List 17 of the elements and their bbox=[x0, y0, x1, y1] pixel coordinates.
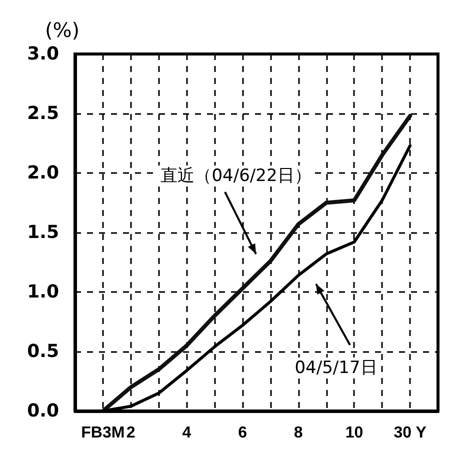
y-tick-label: 0.5 bbox=[27, 341, 59, 362]
x-tick-label: 30 Y bbox=[394, 424, 427, 442]
y-tick-label: 2.0 bbox=[27, 162, 59, 184]
x-tick-label: 10 bbox=[345, 424, 364, 442]
y-tick-label: 1.5 bbox=[27, 222, 59, 243]
x-tick-label: 6 bbox=[238, 424, 248, 442]
annotation: 直近（04/6/22日） bbox=[160, 166, 312, 186]
x-tick-label: 2 bbox=[126, 424, 136, 442]
y-tick-label: 3.0 bbox=[27, 44, 59, 64]
x-tick-label: 8 bbox=[294, 424, 303, 442]
y-tick-label: 2.5 bbox=[27, 103, 59, 124]
y-axis-title: (%) bbox=[45, 18, 80, 42]
y-tick-label: 1.0 bbox=[27, 282, 59, 302]
x-tick-label: FB3M bbox=[81, 424, 125, 442]
annotation: 04/5/17日 bbox=[294, 358, 378, 378]
x-tick-label: 4 bbox=[182, 424, 192, 442]
y-tick-label: 0.0 bbox=[27, 400, 59, 422]
